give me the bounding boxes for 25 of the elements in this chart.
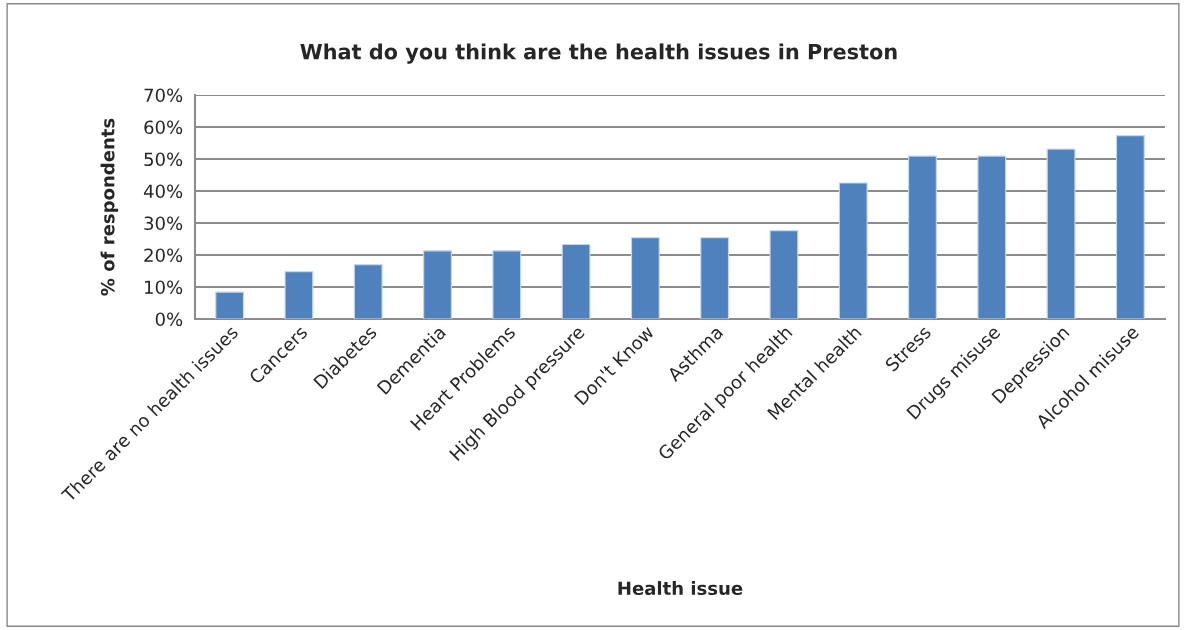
- bar: [1115, 135, 1145, 319]
- y-tick-label: 60%: [144, 120, 183, 135]
- bar: [977, 155, 1007, 319]
- y-tick-label: 10%: [145, 280, 183, 295]
- bar: [215, 291, 245, 319]
- y-tick-label: 50%: [144, 152, 183, 167]
- bar: [630, 237, 660, 319]
- bar: [700, 237, 730, 319]
- bar: [492, 250, 522, 319]
- y-tick-label: 0%: [155, 312, 183, 327]
- bar: [908, 155, 937, 319]
- y-axis-title: % of respondents: [100, 118, 119, 296]
- bar: [769, 230, 799, 319]
- x-axis-title: Health issue: [618, 581, 743, 596]
- y-tick-label: 40%: [143, 184, 183, 199]
- bar: [353, 264, 383, 319]
- bar: [1046, 148, 1076, 319]
- chart-title: What do you think are the health issues in Preston: [300, 43, 897, 64]
- bar: [423, 250, 452, 319]
- bar: [561, 243, 591, 319]
- y-tick-label: 70%: [144, 88, 183, 103]
- bar: [284, 271, 314, 319]
- y-tick-label: 30%: [144, 216, 183, 231]
- bar: [838, 182, 868, 319]
- y-tick-label: 20%: [144, 248, 183, 263]
